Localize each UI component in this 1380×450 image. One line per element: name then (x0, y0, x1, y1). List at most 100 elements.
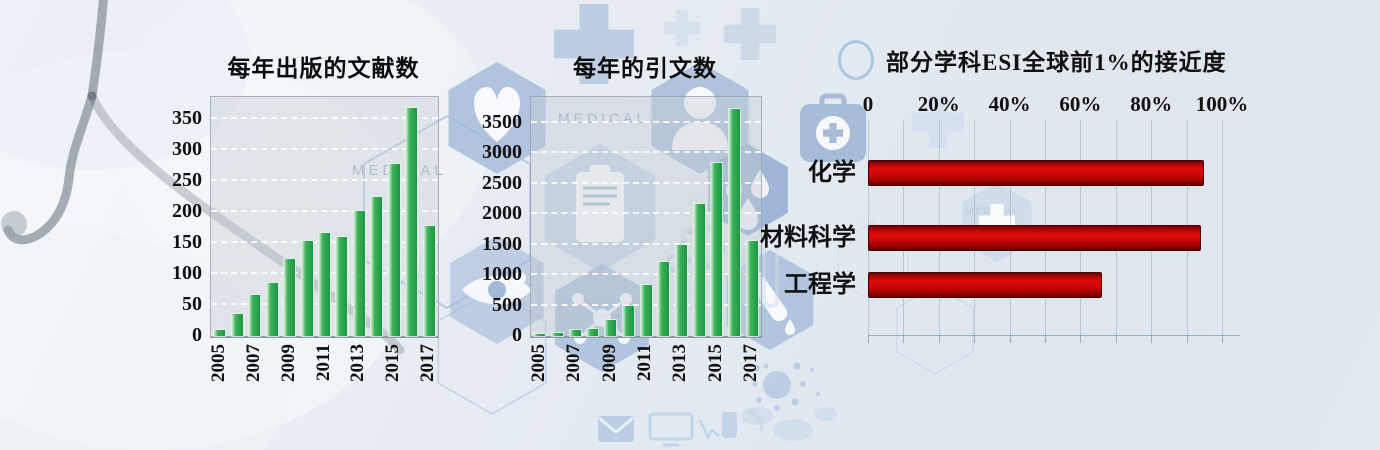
axis-tick (974, 335, 976, 343)
axis-tick (903, 335, 905, 343)
axis-tick (1009, 335, 1011, 343)
y-tick-label: 2500 (482, 171, 522, 194)
x-tick-label: 2013 (347, 344, 369, 382)
axis-tick (1222, 335, 1223, 343)
y-tick-label: 3000 (482, 141, 522, 163)
bar (388, 164, 400, 336)
y-tick-label: 500 (492, 293, 522, 316)
x-tick-label: 60% (1059, 92, 1102, 116)
y-tick-label: 200 (172, 200, 202, 222)
axis-tick (1045, 335, 1046, 343)
y-tick-label: 250 (172, 169, 202, 191)
bar (658, 261, 670, 336)
x-tick-label: 2015 (704, 344, 726, 382)
axis-tick (1186, 335, 1188, 343)
category-label: 材料科学 (760, 225, 856, 251)
heart-icon (473, 87, 521, 142)
bar (868, 160, 1205, 186)
bar (675, 245, 687, 336)
x-tick-label: 2007 (242, 344, 264, 382)
plot-area: 化学材料科学工程学 (760, 120, 1240, 343)
gridline (531, 212, 761, 214)
plot-area (210, 96, 439, 338)
cursor-icon (698, 419, 720, 440)
gridline (531, 273, 761, 275)
bar (693, 203, 705, 336)
gridline (531, 120, 761, 123)
x-tick-label: 2011 (634, 344, 655, 381)
bar (214, 329, 226, 336)
esi-proximity-chart: 部分学科ESI全球前1%的接近度 0 20% 40% 60% 80% 100% 化学材料科… (760, 40, 1320, 380)
gridline (531, 242, 761, 245)
y-axis-labels: 0 50 100 150 200 250 300 350 (163, 96, 210, 346)
bar (640, 284, 652, 336)
bar (746, 241, 758, 336)
chart-title: 部分学科ESI全球前1%的接近度 (886, 50, 1227, 75)
y-tick-label: 3500 (482, 110, 522, 133)
bar (868, 272, 1102, 298)
monitor-icon (648, 412, 694, 441)
x-tick-label: 20% (917, 92, 960, 116)
bar (728, 109, 740, 336)
x-tick-label: 2009 (598, 344, 620, 382)
x-tick-label: 2017 (740, 344, 762, 382)
bar (868, 225, 1201, 251)
x-tick-label: 100% (1195, 92, 1249, 116)
publications-per-year-chart: 每年出版的文献数 0 50 100 150 200 250 300 350 2005 2007 2… (163, 54, 439, 408)
x-tick-label: 80% (1130, 92, 1173, 116)
bar (423, 225, 435, 336)
axis-tick (938, 335, 940, 343)
category-label: 工程学 (784, 272, 856, 298)
bar (569, 330, 581, 336)
y-tick-label: 150 (172, 231, 202, 253)
bar (336, 236, 348, 336)
microbe-icon (752, 362, 820, 411)
bar (552, 332, 564, 336)
x-tick-label: 2015 (382, 344, 404, 382)
y-tick-label: 100 (172, 262, 202, 284)
chart-title: 每年出版的文献数 (227, 56, 420, 81)
x-tick-label: 2005 (527, 344, 549, 382)
x-tick-label: 40% (988, 92, 1031, 116)
plot-area (530, 96, 762, 338)
bar (406, 108, 418, 336)
smartphone-icon (722, 412, 737, 438)
y-tick-label: 0 (192, 324, 202, 346)
stethoscope-chestpiece (1, 211, 27, 237)
gridline (531, 151, 761, 153)
bar (371, 197, 383, 336)
x-tick-label: 2009 (277, 344, 299, 382)
bottom-icons (598, 410, 764, 447)
x-tick-label: 0 (862, 92, 874, 116)
x-tick-label: 2007 (563, 344, 585, 382)
y-tick-label: 2000 (482, 202, 522, 224)
eye-icon (462, 272, 532, 305)
chart-title-row: 部分学科ESI全球前1%的接近度 (838, 40, 1227, 80)
y-axis-labels: 0 500 1000 1500 2000 2500 3000 3500 (472, 96, 530, 347)
gridline (1222, 120, 1223, 335)
bar (231, 313, 243, 336)
bar (353, 210, 365, 336)
citations-per-year-chart: 每年的引文数 0 500 1000 1500 2000 2500 3000 3500 2005… (472, 54, 762, 408)
gridline (211, 179, 438, 181)
test-tube-icon (750, 275, 795, 335)
axis-tick (868, 335, 869, 343)
x-tick-label: 2013 (669, 344, 691, 382)
world-map-icon (741, 407, 837, 441)
bar (284, 258, 296, 336)
bar (622, 306, 634, 336)
bar (301, 241, 313, 336)
gridline (211, 210, 438, 212)
bar (605, 319, 617, 336)
bar (249, 295, 261, 336)
y-tick-label: 50 (182, 293, 202, 315)
y-tick-label: 300 (172, 138, 202, 160)
axis-tick (1080, 335, 1082, 343)
category-label: 化学 (808, 160, 856, 186)
y-tick-label: 1000 (482, 263, 522, 285)
gridline (531, 181, 761, 184)
first-aid-kit-icon (800, 93, 866, 162)
clipboard-icon (576, 165, 624, 242)
x-tick-label: 2017 (417, 344, 439, 382)
envelope-icon (598, 416, 634, 442)
